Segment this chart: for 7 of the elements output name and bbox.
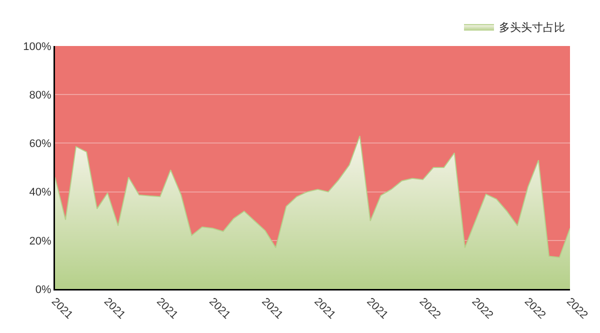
y-tick-label: 0%: [35, 284, 52, 296]
y-tick-label: 100%: [23, 40, 52, 53]
y-tick-label: 60%: [29, 138, 52, 150]
y-tick-label: 40%: [29, 186, 52, 199]
y-tick-label: 80%: [29, 89, 52, 102]
legend-label: 多头头寸占比: [499, 20, 565, 34]
y-tick-label: 20%: [29, 235, 52, 248]
